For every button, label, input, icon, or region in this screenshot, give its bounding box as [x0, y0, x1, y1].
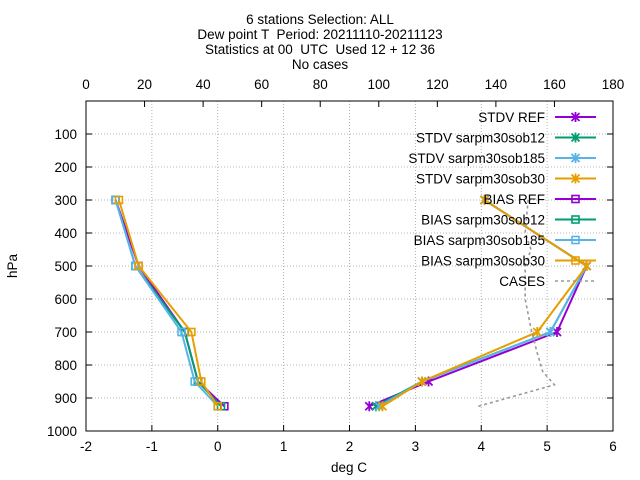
series-line	[114, 199, 226, 407]
legend-label: STDV REF	[478, 110, 545, 125]
series-point	[582, 261, 592, 271]
legend-label: CASES	[499, 274, 545, 289]
series-3	[377, 195, 592, 412]
series-layer	[111, 195, 592, 412]
axis-ticks: -2 -1 0 1 2 3 4 5 60 20 40 60 80 100 120 140 160 18010020…	[47, 77, 624, 454]
series-point	[377, 401, 388, 412]
series-point	[196, 377, 206, 386]
legend-label: BIAS sarpm30sob30	[421, 254, 545, 269]
series-line	[117, 199, 219, 407]
y-tick-label: 600	[54, 292, 77, 307]
x-tick-label: 4	[477, 439, 485, 454]
x-tick-label: -1	[146, 439, 158, 454]
legend-label: BIAS sarpm30sob12	[421, 213, 545, 228]
legend-marker	[570, 132, 581, 143]
series-point	[213, 401, 223, 411]
y-tick-label: 100	[54, 127, 77, 142]
series-line	[378, 199, 588, 408]
series-point	[545, 327, 556, 337]
y-tick-label: 300	[54, 193, 77, 208]
legend-label: STDV sarpm30sob12	[416, 131, 545, 146]
chart-title-line-3: Statistics at 00 UTC Used 12 + 12 36	[205, 42, 435, 57]
x2-tick-label: 40	[196, 77, 211, 92]
x2-tick-label: 120	[426, 77, 449, 92]
x2-tick-label: 80	[313, 77, 328, 92]
y-tick-label: 200	[54, 160, 77, 175]
x-tick-label: 6	[609, 439, 617, 454]
y-tick-label: 500	[54, 259, 77, 274]
legend-marker	[571, 256, 580, 265]
chart-title-line-4: No cases	[291, 57, 349, 72]
legend-marker	[571, 235, 580, 245]
chart-title-line-1: 6 stations Selection: ALL	[246, 12, 394, 27]
legend-marker	[570, 112, 581, 122]
legend-marker	[571, 194, 580, 204]
x2-tick-label: 0	[82, 77, 90, 92]
legend-marker	[570, 173, 581, 184]
series-point	[479, 195, 490, 205]
legend-label: STDV sarpm30sob185	[408, 151, 545, 166]
legend-label: BIAS REF	[483, 192, 545, 207]
x-tick-label: 3	[412, 439, 420, 454]
grid-lines	[86, 101, 613, 431]
series-point	[177, 327, 186, 337]
series-line	[114, 199, 219, 407]
y-tick-label: 400	[54, 226, 77, 241]
x2-tick-label: 100	[368, 77, 391, 92]
x2-tick-label: 160	[543, 77, 566, 92]
chart-title-line-2: Dew point T Period: 20211110-20211123	[197, 27, 443, 42]
legend-label: BIAS sarpm30sob185	[414, 233, 545, 248]
x2-tick-label: 20	[137, 77, 152, 92]
x-tick-label: 2	[346, 439, 354, 454]
x2-tick-label: 140	[485, 77, 508, 92]
legend: STDV REF STDV sarpm30sob12 STDV sarpm30sob…	[408, 110, 596, 289]
series-7	[114, 195, 223, 411]
x-tick-label: -2	[80, 439, 92, 454]
series-8	[478, 199, 556, 408]
legend-marker	[571, 215, 580, 224]
legend-label: STDV sarpm30sob30	[416, 172, 545, 187]
x-tick-label: 1	[280, 439, 288, 454]
x-tick-label: 5	[543, 439, 551, 454]
series-line	[381, 199, 589, 408]
y-tick-label: 700	[54, 325, 77, 340]
y-tick-label: 1000	[47, 424, 77, 439]
series-line	[478, 199, 556, 408]
y-tick-label: 800	[54, 358, 77, 373]
series-point	[187, 327, 196, 337]
series-4	[111, 195, 229, 411]
x-tick-label: 0	[214, 439, 222, 454]
y-tick-label: 900	[54, 391, 77, 406]
x-axis-label: deg C	[331, 460, 367, 475]
y-axis-label: hPa	[5, 254, 20, 279]
series-point	[134, 261, 143, 271]
series-point	[532, 327, 542, 337]
series-point	[417, 376, 427, 387]
x2-tick-label: 180	[602, 77, 625, 92]
series-line	[368, 199, 588, 408]
series-point	[114, 195, 124, 205]
legend-marker	[570, 153, 581, 163]
x2-tick-label: 60	[254, 77, 269, 92]
